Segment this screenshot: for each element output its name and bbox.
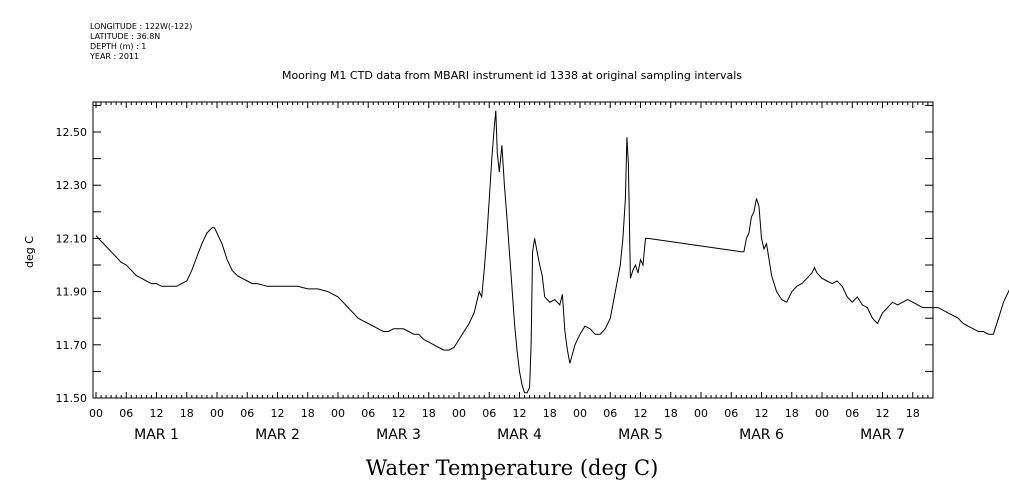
axis-ticks <box>93 102 934 399</box>
x-tick-label: 00 <box>694 407 708 420</box>
day-label: MAR 2 <box>255 427 300 443</box>
meta-latitude: LATITUDE : 36.8N <box>90 32 160 41</box>
x-tick-label: 12 <box>392 407 406 420</box>
x-tick-label: 18 <box>180 407 194 420</box>
axis-tick-labels: 00 06 12 18 00 06 12 18 00 06 12 18 00 06 12 18 00 06 12 18… <box>56 126 920 443</box>
y-axis-label: deg C <box>23 236 36 268</box>
temperature-series-line <box>95 110 1009 394</box>
x-tick-label: 18 <box>906 407 920 420</box>
x-tick-label: 18 <box>543 407 557 420</box>
y-tick-label: 12.30 <box>56 179 88 192</box>
x-tick-label: 06 <box>361 407 375 420</box>
x-tick-label: 00 <box>452 407 466 420</box>
x-tick-label: 06 <box>603 407 617 420</box>
meta-depth: DEPTH (m) : 1 <box>90 42 146 51</box>
day-label: MAR 1 <box>134 427 179 443</box>
x-tick-label: 18 <box>301 407 315 420</box>
x-tick-label: 12 <box>271 407 285 420</box>
x-tick-label: 12 <box>876 407 890 420</box>
day-label: MAR 7 <box>860 427 905 443</box>
y-tick-label: 11.50 <box>56 392 88 405</box>
x-tick-label: 18 <box>785 407 799 420</box>
day-label: MAR 5 <box>618 427 663 443</box>
x-tick-label: 12 <box>755 407 769 420</box>
meta-longitude: LONGITUDE : 122W(-122) <box>90 22 192 31</box>
y-tick-label: 11.90 <box>56 286 88 299</box>
y-tick-label: 12.10 <box>56 232 88 245</box>
x-tick-label: 06 <box>724 407 738 420</box>
x-tick-label: 12 <box>634 407 648 420</box>
x-tick-label: 06 <box>119 407 133 420</box>
x-tick-label: 06 <box>845 407 859 420</box>
x-tick-label: 00 <box>815 407 829 420</box>
y-tick-label: 11.70 <box>56 339 88 352</box>
x-tick-label: 06 <box>240 407 254 420</box>
meta-year: YEAR : 2011 <box>89 52 139 61</box>
day-label: MAR 6 <box>739 427 784 443</box>
x-tick-label: 00 <box>573 407 587 420</box>
x-tick-label: 00 <box>331 407 345 420</box>
y-tick-label: 12.50 <box>56 126 88 139</box>
x-tick-label: 00 <box>210 407 224 420</box>
day-label: MAR 4 <box>497 427 542 443</box>
x-tick-label: 12 <box>513 407 527 420</box>
x-tick-label: 18 <box>664 407 678 420</box>
plot-frame <box>92 101 934 399</box>
x-tick-label: 12 <box>150 407 164 420</box>
day-label: MAR 3 <box>376 427 421 443</box>
chart-title: Mooring M1 CTD data from MBARI instrumen… <box>282 69 742 82</box>
x-axis-label: Water Temperature (deg C) <box>366 456 659 480</box>
x-tick-label: 06 <box>482 407 496 420</box>
x-tick-label: 00 <box>89 407 103 420</box>
x-tick-label: 18 <box>422 407 436 420</box>
